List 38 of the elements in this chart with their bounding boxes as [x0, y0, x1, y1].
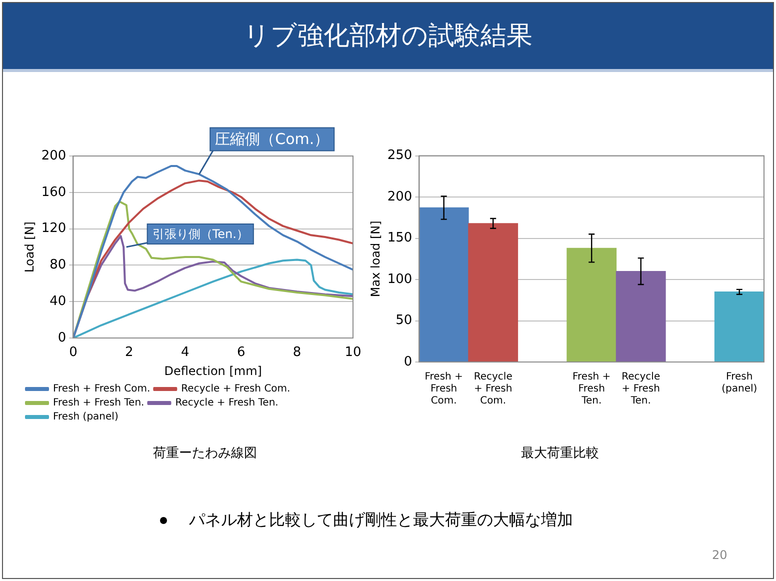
y-tick-label: 50: [396, 313, 412, 328]
x-tick-label: Recycle + Fresh Com.: [474, 372, 512, 407]
annotation: 圧縮側（Com.）: [215, 130, 330, 148]
y-tick-label: 250: [387, 148, 412, 164]
bar: [419, 207, 469, 362]
chart-title: リブ強化部材の試験結果: [3, 3, 773, 72]
y-axis-title: Load [N]: [22, 222, 36, 272]
bar: [616, 270, 666, 362]
x-tick-label: 4: [180, 345, 190, 360]
bar: [468, 223, 518, 362]
x-tick-label: Fresh (panel): [722, 372, 758, 395]
x-tick-label: 8: [292, 345, 302, 360]
text: 最大荷重比較: [520, 445, 600, 462]
legend-label: Fresh (panel): [53, 412, 118, 423]
y-tick-label: 100: [387, 272, 412, 287]
x-tick-label: 6: [236, 345, 246, 360]
text: 20: [712, 548, 728, 562]
x-tick-label: 0: [69, 345, 78, 360]
text: 荷重ーたわみ線図: [152, 445, 258, 462]
y-tick-label: 0: [58, 330, 66, 346]
y-axis-title: Max load [N]: [368, 220, 382, 298]
bar: [566, 248, 617, 362]
x-tick-label: Recycle + Fresh Ten.: [622, 372, 660, 407]
annotation: 引張り側（Ten.）: [152, 227, 248, 242]
y-tick-label: 120: [41, 221, 66, 236]
text: パネル材と比較して曲げ剛性と最大荷重の大幅な増加: [189, 510, 573, 529]
y-tick-label: 150: [387, 230, 412, 246]
y-tick-label: 200: [387, 189, 412, 204]
y-tick-label: 160: [41, 184, 66, 200]
y-tick-label: 80: [50, 258, 66, 273]
y-tick-label: 40: [50, 294, 66, 309]
y-tick-label: 200: [41, 148, 66, 164]
x-axis-title: Deflection [mm]: [164, 364, 262, 378]
x-tick-label: 2: [125, 345, 134, 360]
x-tick-label: 10: [344, 345, 362, 360]
bar: [714, 292, 764, 362]
x-tick-label: Fresh + Fresh Com.: [424, 372, 463, 407]
x-tick-label: Fresh + Fresh Ten.: [572, 372, 611, 407]
